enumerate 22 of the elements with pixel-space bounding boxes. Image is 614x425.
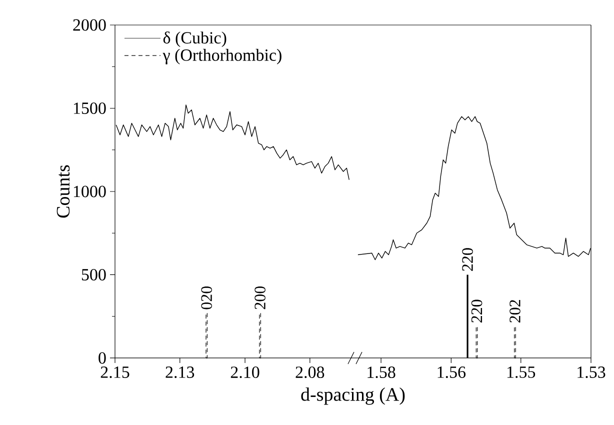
x-tick-label: 1.56 <box>438 366 466 378</box>
y-tick-label: 1500 <box>74 102 106 114</box>
y-tick-label: 2000 <box>73 19 106 31</box>
x-tick-label: 2.15 <box>100 366 130 378</box>
x-tick-label: 1.53 <box>578 366 606 378</box>
x-tick-label: 2.13 <box>166 366 194 378</box>
x-tick-label: 1.55 <box>507 366 536 378</box>
annotation: 220 <box>462 248 473 271</box>
y-tick-label: 0 <box>98 352 106 364</box>
annotation: 202 <box>510 300 520 322</box>
y-axis-title: Counts <box>56 165 70 218</box>
legend-label: γ (Orthorhombic) <box>162 48 282 64</box>
x-axis-title: d-spacing (A) <box>301 388 405 405</box>
annotation: 220 <box>471 300 482 322</box>
x-tick-label: 2.10 <box>230 366 260 378</box>
y-tick-label: 1000 <box>74 186 106 198</box>
x-tick-label: 2.08 <box>296 366 324 378</box>
legend-label: δ (Cubic) <box>163 32 226 48</box>
y-tick-label: 500 <box>82 269 106 280</box>
x-tick-label: 1.58 <box>368 366 396 378</box>
annotation: 200 <box>254 286 266 310</box>
annotation: 020 <box>201 286 212 310</box>
